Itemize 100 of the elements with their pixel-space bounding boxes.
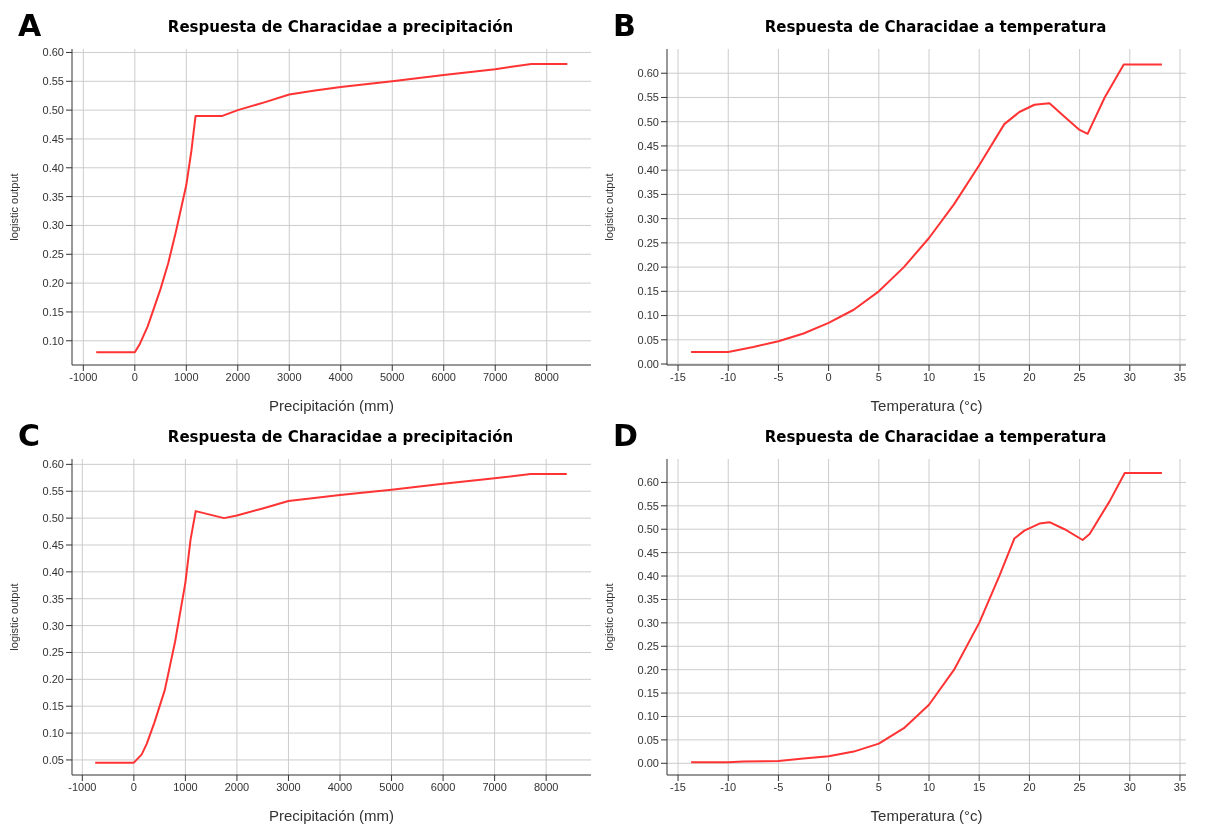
x-tick-label: 8000 <box>533 780 559 793</box>
x-tick-label: 7000 <box>482 780 507 793</box>
y-tick-label: 0.20 <box>637 663 659 676</box>
chart-title: Respuesta de Characidae a precipitación <box>166 18 515 36</box>
y-tick-label: 0.35 <box>637 188 659 201</box>
y-tick-label: 0.45 <box>637 139 659 152</box>
x-tick-label: 2000 <box>224 780 250 793</box>
y-tick-label: 0.10 <box>637 710 659 723</box>
y-tick-label: 0.50 <box>637 523 659 536</box>
y-tick-label: 0.60 <box>42 46 64 59</box>
chart-title: Respuesta de Characidae a precipitación <box>166 428 515 446</box>
y-tick-label: 0.55 <box>42 75 64 88</box>
x-tick-label: -5 <box>773 780 784 793</box>
x-tick-label: 25 <box>1073 370 1086 383</box>
y-tick-label: 0.40 <box>637 569 659 582</box>
x-tick-label: 6000 <box>430 780 456 793</box>
y-tick-label: 0.15 <box>637 285 659 298</box>
x-tick-label: 15 <box>973 370 986 383</box>
x-tick-label: 0 <box>825 370 832 383</box>
y-tick-label: 0.00 <box>637 757 659 770</box>
x-axis-title: Temperatura (°c) <box>870 807 983 824</box>
x-tick-label: 1000 <box>173 780 198 793</box>
x-tick-label: 30 <box>1123 370 1136 383</box>
y-tick-label: 0.30 <box>42 619 64 632</box>
x-tick-label: 0 <box>131 370 138 383</box>
y-axis-title: logistic output <box>602 583 615 651</box>
x-tick-label: 10 <box>922 370 936 383</box>
y-tick-label: 0.60 <box>42 458 64 471</box>
x-tick-label: 30 <box>1123 780 1136 793</box>
y-tick-label: 0.25 <box>42 646 64 659</box>
x-tick-label: 5 <box>875 780 882 793</box>
x-tick-label: 15 <box>973 780 986 793</box>
y-tick-label: 0.10 <box>42 334 64 347</box>
x-tick-label: 4000 <box>328 370 354 383</box>
y-axis-title: logistic output <box>602 173 615 241</box>
line-series <box>690 472 1163 764</box>
x-tick-label: 6000 <box>431 370 456 383</box>
y-tick-label: 0.05 <box>637 733 659 746</box>
y-tick-label: 0.30 <box>42 219 64 232</box>
y-tick-label: 0.35 <box>42 190 64 203</box>
x-tick-label: 5 <box>875 370 882 383</box>
x-tick-label: -1000 <box>69 370 98 383</box>
y-tick-label: 0.60 <box>637 67 659 80</box>
y-tick-label: 0.50 <box>42 104 64 117</box>
x-tick-label: 1000 <box>174 370 199 383</box>
y-tick-label: 0.25 <box>637 236 659 249</box>
y-tick-label: 0.55 <box>42 485 64 498</box>
y-tick-label: 0.50 <box>637 115 659 128</box>
y-tick-label: 0.50 <box>42 512 64 525</box>
y-tick-label: 0.15 <box>42 305 64 318</box>
x-tick-label: 4000 <box>327 780 353 793</box>
y-tick-label: 0.05 <box>637 333 659 346</box>
line-series <box>94 473 568 764</box>
x-tick-label: -15 <box>670 370 686 383</box>
x-axis-title: Precipitación (mm) <box>268 397 395 414</box>
y-tick-label: 0.20 <box>637 261 659 273</box>
x-tick-label: 0 <box>130 780 137 793</box>
x-tick-label: -15 <box>670 780 686 793</box>
x-axis-title: Precipitación (mm) <box>268 807 395 824</box>
x-tick-label: 0 <box>825 780 832 793</box>
y-tick-label: 0.45 <box>42 132 64 145</box>
y-tick-label: 0.60 <box>637 476 659 489</box>
y-tick-label: 0.30 <box>637 616 659 629</box>
x-tick-label: 7000 <box>482 370 508 383</box>
x-tick-label: 20 <box>1023 370 1036 383</box>
x-tick-label: -10 <box>720 780 737 793</box>
y-tick-label: 0.55 <box>637 499 659 512</box>
y-tick-label: 0.40 <box>637 164 659 177</box>
x-tick-label: 5000 <box>380 370 405 383</box>
y-tick-label: 0.20 <box>42 673 64 686</box>
x-tick-label: -5 <box>773 370 784 383</box>
y-tick-label: 0.00 <box>637 357 659 370</box>
x-tick-label: 25 <box>1073 780 1086 793</box>
chart-title: Respuesta de Characidae a temperatura <box>763 18 1108 36</box>
y-tick-label: 0.35 <box>42 592 64 605</box>
x-tick-label: 5000 <box>379 780 404 793</box>
y-tick-label: 0.05 <box>42 753 64 766</box>
text: C <box>18 418 41 453</box>
y-tick-label: 0.55 <box>637 91 659 104</box>
x-tick-label: 35 <box>1173 370 1187 383</box>
y-tick-label: 0.25 <box>637 640 659 653</box>
text: B <box>613 8 636 43</box>
x-tick-label: -1000 <box>68 780 97 793</box>
y-tick-label: 0.15 <box>637 686 659 699</box>
x-axis-title: Temperatura (°c) <box>870 397 983 414</box>
y-tick-label: 0.10 <box>42 726 64 739</box>
y-tick-label: 0.25 <box>42 248 64 261</box>
x-tick-label: 3000 <box>276 780 301 793</box>
y-tick-label: 0.35 <box>637 593 659 606</box>
y-tick-label: 0.20 <box>42 277 64 290</box>
x-tick-label: 2000 <box>225 370 251 383</box>
x-tick-label: 20 <box>1023 780 1036 793</box>
y-tick-label: 0.15 <box>42 700 64 713</box>
x-tick-label: 10 <box>922 780 936 793</box>
text: D <box>613 418 638 453</box>
x-tick-label: 3000 <box>277 370 302 383</box>
y-tick-label: 0.40 <box>42 565 64 578</box>
y-tick-label: 0.30 <box>637 212 659 225</box>
x-tick-label: -10 <box>720 370 737 383</box>
x-tick-label: 8000 <box>534 370 559 383</box>
